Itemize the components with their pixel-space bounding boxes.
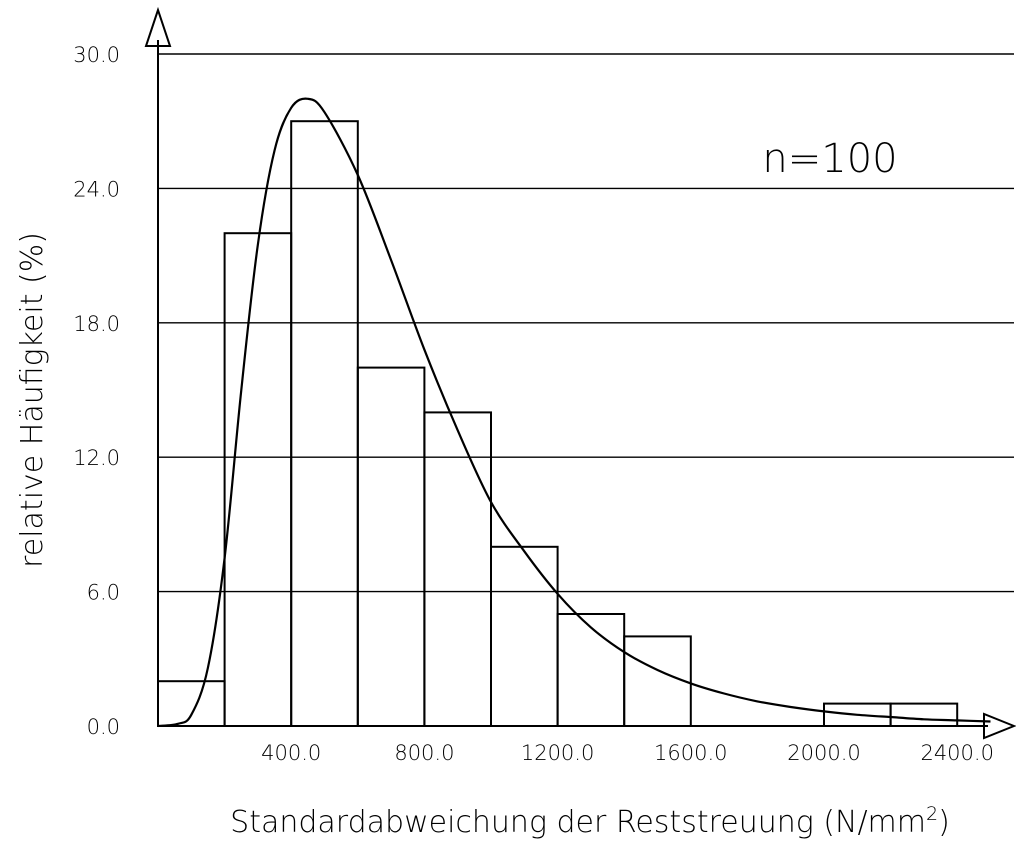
y-tick-label-3: 18.0 — [73, 312, 120, 336]
y-tick-label-0: 0.0 — [87, 715, 120, 739]
y-axis-arrow — [144, 6, 172, 47]
x-tick-labels: 400.0 800.0 1200.0 1600.0 2000.0 2400.0 — [261, 741, 994, 765]
bar-5 — [490, 545, 559, 727]
fit-curve — [157, 97, 991, 728]
x-axis-arrow — [983, 712, 1016, 740]
x-axis-label-close: ) — [938, 805, 950, 840]
bar-11 — [889, 702, 959, 727]
y-tick-label-1: 6.0 — [87, 581, 120, 605]
bar-4 — [423, 411, 492, 727]
x-tick-label-1: 800.0 — [394, 741, 454, 765]
bar-0 — [157, 680, 226, 728]
x-axis-label: Standardabweichung der Reststreuung (N/m… — [230, 803, 950, 840]
x-axis-label-text: Standardabweichung der Reststreuung (N/m… — [230, 805, 926, 840]
histogram-bars — [157, 120, 959, 728]
x-axis-label-superscript: 2 — [926, 803, 938, 825]
x-tick-label-2: 1200.0 — [521, 741, 594, 765]
y-tick-label-5: 30.0 — [73, 43, 120, 67]
y-tick-label-4: 24.0 — [73, 177, 120, 201]
x-tick-label-5: 2400.0 — [920, 741, 993, 765]
x-tick-label-0: 400.0 — [261, 741, 321, 765]
y-tick-label-2: 12.0 — [73, 446, 120, 470]
x-tick-label-3: 1600.0 — [654, 741, 727, 765]
gridlines — [158, 53, 1014, 593]
y-tick-labels: 0.0 6.0 12.0 18.0 24.0 30.0 — [73, 43, 120, 739]
axes — [144, 6, 1016, 740]
bar-6 — [556, 613, 626, 727]
bar-1 — [223, 232, 293, 727]
sample-size-annotation: n=100 — [762, 136, 897, 182]
bar-2 — [290, 120, 359, 727]
bar-3 — [356, 366, 426, 727]
y-axis-label: relative Häufigkeit (%) — [15, 232, 50, 568]
bar-7 — [623, 635, 692, 728]
x-tick-label-4: 2000.0 — [787, 741, 860, 765]
